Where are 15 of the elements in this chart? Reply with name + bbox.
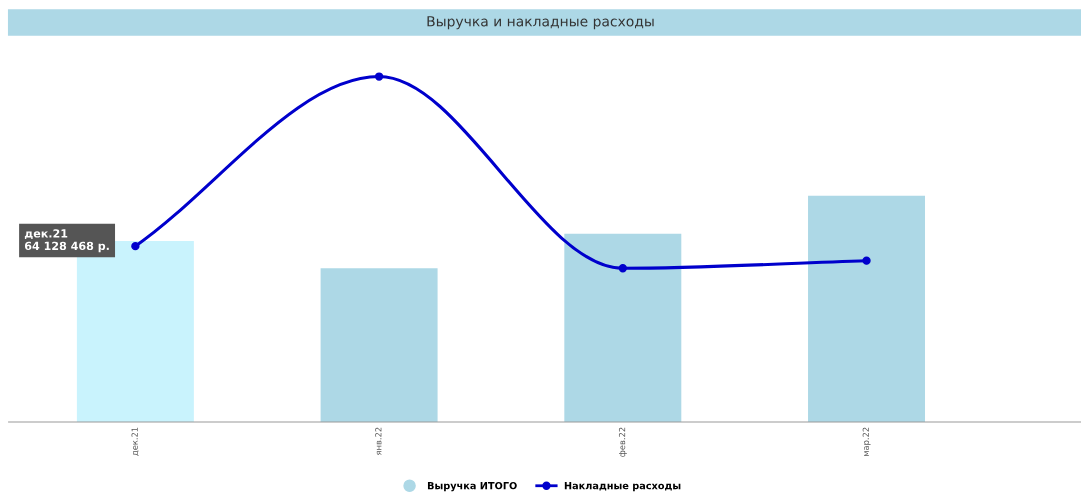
chart-title: Выручка и накладные расходы (427, 16, 654, 30)
point (131, 241, 140, 251)
bar (564, 233, 682, 422)
bar (320, 268, 438, 422)
point (862, 256, 871, 265)
point (374, 72, 384, 81)
bar (808, 195, 926, 422)
legend-label: Накладные расходы (564, 482, 681, 492)
x-tick-label: янв.22 (375, 427, 382, 456)
x-tick-label: дек.21 (131, 427, 139, 456)
legend-label: Выручка ИТОГО (427, 481, 517, 492)
point (618, 264, 627, 273)
x-tick-label: мар.22 (862, 427, 871, 457)
annotation: дек.21 64 128 468 р. (24, 229, 109, 253)
x-tick-label: фев.22 (618, 427, 627, 457)
